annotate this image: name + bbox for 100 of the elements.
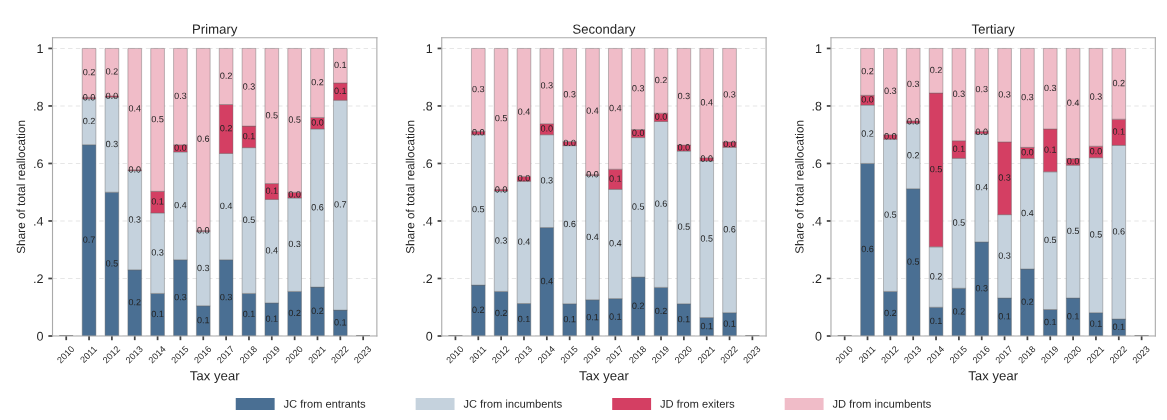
data-label: 0.3 [540,177,553,184]
data-label: 0.5 [288,116,301,123]
data-label: 0.3 [472,85,485,93]
data-label: 0.1 [952,145,965,152]
y-tick-label: 0 [37,331,43,341]
data-label: 0.0 [586,171,599,178]
data-label: 0.0 [563,139,576,147]
data-label: 0.1 [609,313,622,320]
data-label: 0.3 [998,91,1011,98]
data-label: 0.3 [975,85,988,93]
y-tick-label: .2 [34,274,43,284]
y-tick-label: .8 [34,101,43,111]
data-label: 0.2 [495,309,507,317]
data-label: 0.1 [1112,128,1125,135]
data-label: 0.5 [1067,227,1079,235]
data-label: 0.1 [563,315,576,323]
data-label: 0.2 [1112,79,1125,87]
data-label: 0.3 [1021,93,1034,101]
data-label: 0.1 [700,322,713,330]
y-tick-label: .6 [812,159,822,169]
data-label: 0.0 [197,227,210,234]
data-label: 0.5 [632,203,645,210]
data-label: 0.3 [907,80,920,88]
y-tick-label: .8 [423,101,433,111]
y-axis-title: Share of total reallocation [794,120,804,254]
data-label: 0.1 [930,317,942,325]
data-label: 0.3 [243,83,255,90]
data-label: 0.3 [975,285,988,292]
data-label: 0.3 [151,249,164,256]
data-label: 0.1 [243,132,255,140]
data-label: 0.4 [540,277,553,285]
data-label: 0.0 [632,129,645,136]
data-label: 0.2 [861,130,874,137]
data-label: 0.5 [677,223,690,230]
data-label: 0.4 [700,99,713,106]
data-label: 0.4 [609,240,622,247]
chart-title: Secondary [572,24,636,37]
data-label: 0.1 [265,187,278,194]
data-label: 0.2 [861,67,874,75]
data-label: 0.3 [495,237,508,244]
data-label: 0.4 [128,105,141,112]
data-label: 0.2 [884,309,897,317]
data-label: 0.0 [472,129,485,136]
data-label: 0.6 [723,226,736,233]
data-label: 0.3 [632,85,645,92]
y-tick-label: .4 [34,216,44,226]
data-label: 0.1 [723,320,736,327]
x-axis-title: Tax year [968,371,1018,384]
data-label: 0.0 [495,186,508,193]
data-label: 0.2 [1021,298,1034,305]
legend-label: JD from incumbents [832,399,931,408]
data-label: 0.0 [83,94,95,101]
data-label: 0.3 [952,90,965,98]
data-label: 0.0 [1067,157,1080,165]
data-label: 0.1 [197,316,210,324]
data-label: 0.5 [265,112,278,119]
data-label: 0.5 [930,165,942,173]
legend-label: JD from exiters [660,399,735,408]
x-axis-title: Tax year [190,371,240,384]
data-label: 0.6 [1112,228,1125,235]
chart-title: Tertiary [971,24,1015,37]
data-label: 0.2 [472,306,485,313]
data-label: 0.4 [518,108,530,115]
chart-title: Primary [193,24,238,37]
data-label: 0.2 [930,273,942,280]
data-label: 0.3 [174,293,187,301]
data-label: 0.3 [174,92,187,100]
data-label: 0.5 [105,260,118,267]
data-label: 0.1 [609,175,622,182]
x-axis-title: Tax year [579,371,629,384]
data-label: 0.4 [265,247,278,254]
data-label: 0.2 [311,78,324,86]
data-label: 0.4 [518,238,530,245]
y-tick-label: .6 [423,159,433,169]
y-tick-label: .2 [423,274,433,284]
data-label: 0.1 [1067,313,1079,320]
data-label: 0.3 [540,82,553,89]
data-label: 0.3 [677,92,690,100]
data-label: 0.3 [1044,84,1057,92]
data-label: 0.0 [677,144,690,151]
data-label: 0.2 [632,302,645,309]
data-label: 0.4 [1067,99,1080,106]
data-label: 0.2 [930,66,942,74]
y-axis-title: Share of total reallocation [405,120,415,254]
data-label: 0.4 [975,183,988,191]
data-label: 0.6 [655,200,667,207]
data-label: 0.2 [952,308,965,315]
data-label: 0.1 [1090,320,1102,327]
data-label: 0.3 [1090,93,1102,100]
data-label: 0.7 [83,236,95,243]
data-label: 0.0 [723,140,736,148]
data-label: 0.0 [540,125,553,132]
data-label: 0.1 [677,315,690,323]
data-label: 0.3 [998,174,1011,181]
data-label: 0.5 [907,258,920,265]
data-label: 0.0 [311,119,324,126]
data-label: 0.2 [105,68,118,75]
y-tick-label: 1 [426,44,433,53]
data-label: 0.0 [128,166,141,173]
data-label: 0.0 [1090,147,1102,155]
